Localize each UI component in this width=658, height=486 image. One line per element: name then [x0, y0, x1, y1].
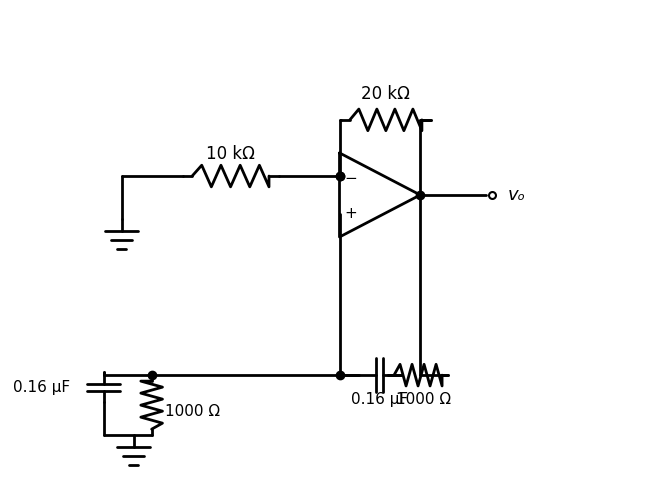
- Text: 20 kΩ: 20 kΩ: [361, 85, 411, 103]
- Text: 0.16 μF: 0.16 μF: [13, 380, 70, 395]
- Text: $+$: $+$: [343, 207, 357, 222]
- Text: 1000 Ω: 1000 Ω: [397, 392, 451, 407]
- Text: $-$: $-$: [343, 169, 357, 184]
- Text: 10 kΩ: 10 kΩ: [206, 145, 255, 163]
- Text: 0.16 μF: 0.16 μF: [351, 392, 409, 407]
- Text: 1000 Ω: 1000 Ω: [165, 404, 220, 418]
- Text: vₒ: vₒ: [507, 186, 526, 204]
